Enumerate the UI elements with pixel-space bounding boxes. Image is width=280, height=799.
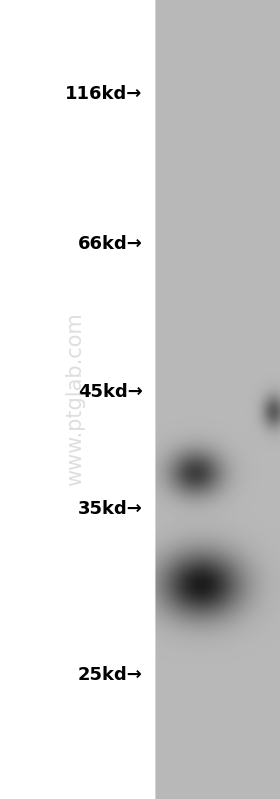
Text: www.ptglab.com: www.ptglab.com (66, 312, 86, 487)
Text: 116kd→: 116kd→ (66, 85, 143, 103)
Text: 45kd→: 45kd→ (78, 383, 143, 400)
Text: 25kd→: 25kd→ (78, 666, 143, 684)
Text: 35kd→: 35kd→ (78, 500, 143, 518)
Text: 66kd→: 66kd→ (78, 235, 143, 252)
